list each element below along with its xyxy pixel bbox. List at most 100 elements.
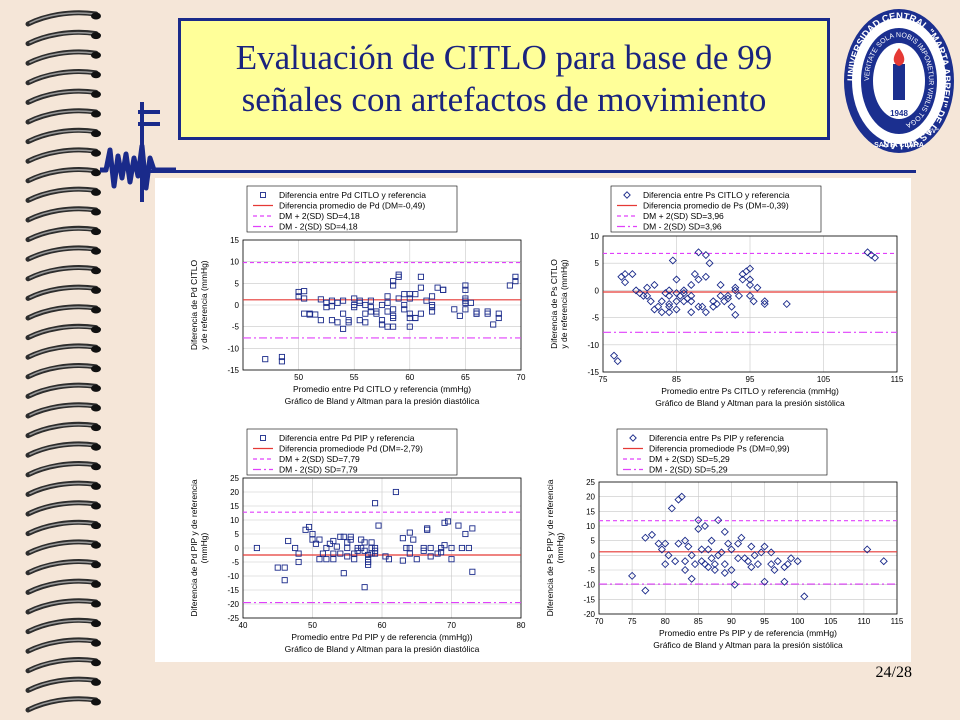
y-tick-label: 25 [586, 478, 595, 487]
data-point [399, 557, 406, 564]
data-point [745, 264, 755, 273]
data-point [285, 537, 292, 545]
data-point [632, 286, 641, 295]
data-point [760, 577, 769, 586]
y-tick-label: 0 [591, 551, 596, 560]
data-point [451, 306, 458, 313]
y-tick-label: -10 [227, 344, 239, 353]
data-point [368, 539, 375, 546]
seal-suffix: "SV" [925, 129, 939, 135]
binding-ring [25, 265, 101, 282]
binding-ring [25, 500, 101, 517]
x-tick-label: 80 [517, 621, 526, 630]
data-point [253, 544, 260, 552]
data-point [743, 557, 753, 566]
data-point [462, 282, 469, 289]
data-point [657, 297, 666, 306]
y-axis-label: (mmHg) [555, 532, 565, 563]
binding-ring [25, 382, 101, 399]
data-point [745, 275, 755, 284]
data-point [694, 302, 703, 311]
data-point [401, 291, 408, 298]
data-point [361, 584, 368, 591]
data-point [704, 545, 713, 554]
data-point [628, 571, 637, 580]
data-point [700, 521, 709, 531]
data-point [704, 563, 713, 572]
data-point [773, 557, 782, 566]
x-axis-label: Promedio entre Pd CITLO y referencia (mm… [293, 384, 471, 394]
data-point [753, 283, 762, 292]
chart-ps-citlo: Diferencia entre Ps CITLO y referenciaDi… [549, 185, 904, 408]
data-point [413, 556, 420, 563]
data-point [657, 308, 666, 317]
y-tick-label: 5 [591, 537, 596, 546]
y-tick-label: 15 [586, 507, 595, 516]
plot-frame [598, 481, 898, 615]
binding-ring [25, 598, 101, 615]
data-point [367, 297, 374, 304]
y-tick-label: 5 [235, 530, 240, 539]
data-point [747, 563, 756, 572]
data-point [723, 294, 732, 303]
data-point [406, 295, 413, 302]
legend-label: Diferencia promedio de Ps (DM=-0,39) [643, 201, 789, 211]
data-point [361, 547, 368, 554]
data-point [671, 557, 680, 566]
data-point [674, 539, 683, 548]
data-point [687, 308, 696, 317]
y-tick-label: 10 [230, 258, 239, 267]
data-point [262, 356, 269, 363]
university-seal: UNIVERSIDAD CENTRAL "MARTA ABREU" DE LAS… [844, 9, 954, 153]
data-point [448, 556, 455, 563]
data-point [643, 291, 652, 300]
data-point [672, 297, 681, 306]
y-axis-label: Diferencia de Ps CITLO [549, 259, 559, 349]
data-point [456, 312, 463, 319]
data-point [707, 554, 716, 563]
binding-ring [25, 617, 101, 635]
legend-marker [629, 434, 637, 442]
data-point [434, 550, 441, 557]
x-tick-label: 55 [350, 373, 359, 382]
data-point [351, 556, 358, 563]
x-tick-label: 70 [447, 621, 456, 630]
data-point [716, 291, 725, 300]
data-point [295, 550, 302, 557]
binding-ring [25, 343, 101, 360]
x-axis-label: Promedio entre Pd PIP y de referencia (m… [291, 632, 472, 642]
data-point [390, 282, 397, 289]
y-tick-label: -20 [583, 610, 595, 619]
data-point [484, 308, 491, 315]
legend-label: DM + 2(SD) SD=5,29 [649, 454, 730, 464]
data-point [428, 308, 436, 315]
data-point [677, 492, 686, 501]
binding-ring [25, 108, 101, 125]
data-point [344, 544, 351, 552]
data-point [690, 560, 700, 569]
y-tick-label: -20 [227, 600, 239, 609]
data-point [469, 568, 476, 575]
data-point [512, 278, 519, 285]
data-point [724, 539, 733, 548]
data-point [384, 299, 391, 306]
data-point [412, 291, 419, 298]
data-point [440, 286, 447, 293]
data-point [378, 317, 386, 324]
data-point [316, 536, 323, 543]
binding-ring [25, 49, 101, 66]
y-tick-label: 5 [235, 279, 240, 288]
data-point [621, 270, 630, 279]
data-point [345, 319, 352, 326]
data-point [793, 557, 802, 566]
data-point [301, 310, 308, 317]
data-point [448, 544, 455, 552]
data-point [340, 297, 347, 304]
data-point [730, 580, 739, 589]
data-point [495, 310, 502, 317]
data-point [760, 299, 769, 309]
data-point [384, 293, 391, 300]
legend-marker [623, 191, 631, 199]
data-point [438, 549, 445, 556]
data-point [709, 297, 718, 306]
